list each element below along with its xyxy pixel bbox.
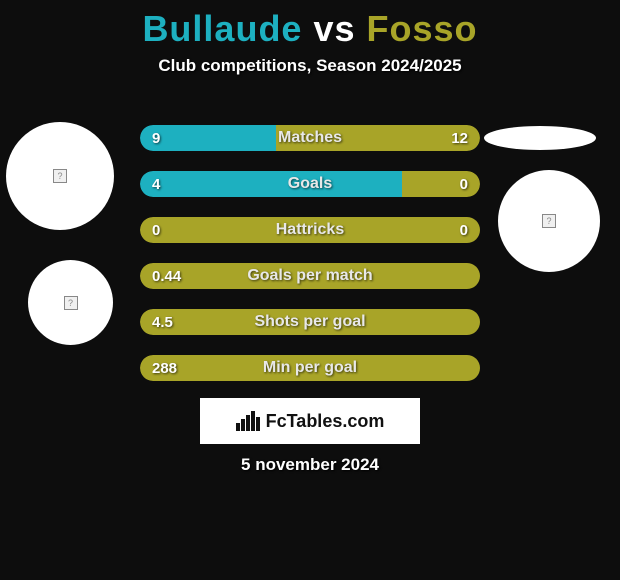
player2-photo: ? [498, 170, 600, 272]
bar-label: Hattricks [140, 217, 480, 243]
stat-bar-shots-per-goal: Shots per goal4.5 [140, 309, 480, 335]
brand-chart-icon [236, 411, 260, 431]
stat-bar-matches: Matches9 12 [140, 125, 480, 151]
bar-value-right: 0 [460, 171, 468, 197]
stat-bars: Matches912Goals40Hattricks00Goals per ma… [140, 125, 480, 401]
bar-label: Min per goal [140, 355, 480, 381]
brand-box: FcTables.com [200, 398, 420, 444]
bar-value-right: 12 [451, 125, 468, 151]
vs-text: vs [313, 8, 355, 49]
bar-value-left: 4.5 [152, 309, 173, 335]
bar-label: Goals [140, 171, 480, 197]
bar-label: Goals per match [140, 263, 480, 289]
comparison-title: Bullaude vs Fosso [0, 0, 620, 50]
bar-value-left: 288 [152, 355, 177, 381]
bar-value-left: 0 [152, 217, 160, 243]
stat-bar-min-per-goal: Min per goal288 [140, 355, 480, 381]
player2-name: Fosso [367, 8, 478, 49]
player1-name: Bullaude [142, 8, 302, 49]
date-text: 5 november 2024 [0, 455, 620, 475]
image-placeholder-icon: ? [542, 214, 556, 228]
bar-value-left: 4 [152, 171, 160, 197]
stat-bar-hattricks: Hattricks0 0 [140, 217, 480, 243]
bar-value-left: 0.44 [152, 263, 181, 289]
player1-photo-large: ? [6, 122, 114, 230]
bar-label: Shots per goal [140, 309, 480, 335]
bar-value-left: 9 [152, 125, 160, 151]
decorative-ellipse [484, 126, 596, 150]
stat-bar-goals-per-match: Goals per match0.44 [140, 263, 480, 289]
stat-bar-goals: Goals4 0 [140, 171, 480, 197]
subtitle: Club competitions, Season 2024/2025 [0, 56, 620, 76]
brand-text: FcTables.com [266, 411, 385, 432]
player1-photo-small: ? [28, 260, 113, 345]
bar-value-right: 0 [460, 217, 468, 243]
image-placeholder-icon: ? [64, 296, 78, 310]
bar-label: Matches [140, 125, 480, 151]
image-placeholder-icon: ? [53, 169, 67, 183]
